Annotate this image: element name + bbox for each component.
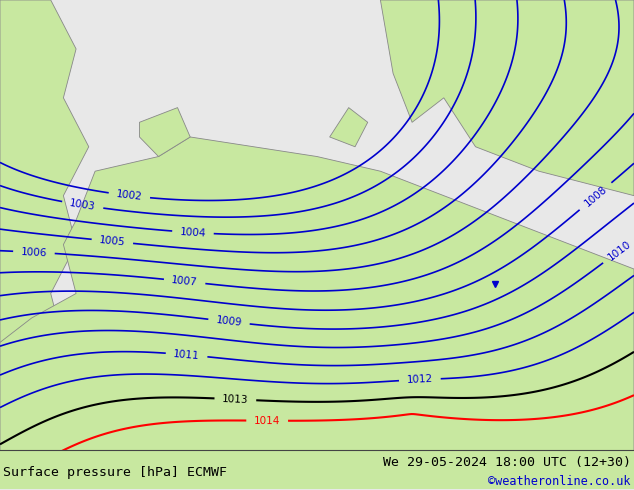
Text: 1008: 1008 xyxy=(582,184,609,209)
Text: We 29-05-2024 18:00 UTC (12+30): We 29-05-2024 18:00 UTC (12+30) xyxy=(383,456,631,469)
Text: 1002: 1002 xyxy=(116,189,143,202)
Text: ©weatheronline.co.uk: ©weatheronline.co.uk xyxy=(488,475,631,489)
Text: 1006: 1006 xyxy=(20,246,48,258)
Text: 1007: 1007 xyxy=(171,275,198,288)
Bar xyxy=(0,450,634,489)
Text: 1010: 1010 xyxy=(606,239,633,262)
Text: 1013: 1013 xyxy=(222,394,249,405)
Text: 1014: 1014 xyxy=(254,416,280,426)
Text: 1012: 1012 xyxy=(406,374,433,385)
Text: 1004: 1004 xyxy=(179,227,207,238)
Text: 1011: 1011 xyxy=(173,349,200,361)
Text: 1005: 1005 xyxy=(99,235,126,247)
Text: 1009: 1009 xyxy=(216,315,243,328)
Text: 1003: 1003 xyxy=(69,198,96,212)
Text: Surface pressure [hPa] ECMWF: Surface pressure [hPa] ECMWF xyxy=(3,466,227,479)
